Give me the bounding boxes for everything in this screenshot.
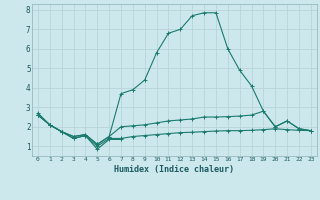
X-axis label: Humidex (Indice chaleur): Humidex (Indice chaleur) bbox=[115, 165, 234, 174]
